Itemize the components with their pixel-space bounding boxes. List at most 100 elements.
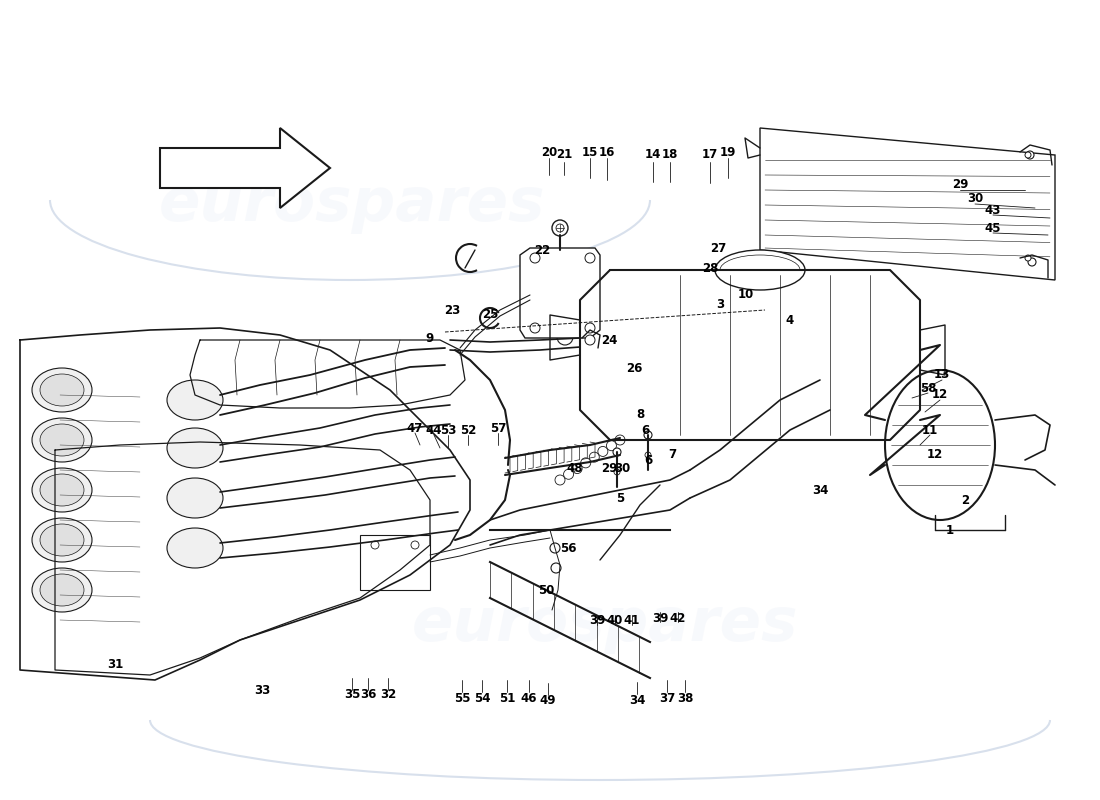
Text: 39: 39 (652, 611, 668, 625)
Text: 54: 54 (474, 691, 491, 705)
Text: eurospares: eurospares (411, 594, 799, 654)
Text: 1: 1 (946, 523, 954, 537)
Text: 56: 56 (560, 542, 576, 554)
Text: 12: 12 (932, 389, 948, 402)
Text: 11: 11 (922, 423, 938, 437)
Polygon shape (160, 128, 330, 208)
Circle shape (598, 446, 608, 457)
Polygon shape (360, 535, 430, 590)
Text: 15: 15 (582, 146, 598, 158)
Circle shape (550, 543, 560, 553)
Circle shape (585, 323, 595, 333)
Text: 26: 26 (626, 362, 642, 374)
Circle shape (606, 441, 616, 450)
Circle shape (556, 224, 564, 232)
Text: 20: 20 (541, 146, 557, 158)
Text: 57: 57 (490, 422, 506, 434)
Text: 2: 2 (961, 494, 969, 506)
Polygon shape (760, 128, 1055, 280)
Circle shape (1025, 255, 1031, 261)
Circle shape (556, 475, 565, 485)
Ellipse shape (40, 524, 84, 556)
Ellipse shape (167, 380, 223, 420)
Text: 12: 12 (927, 449, 943, 462)
Text: 27: 27 (710, 242, 726, 254)
Circle shape (613, 448, 621, 456)
Text: 48: 48 (566, 462, 583, 474)
Circle shape (551, 563, 561, 573)
Text: 19: 19 (719, 146, 736, 158)
Text: 30: 30 (967, 191, 983, 205)
Text: 29: 29 (601, 462, 617, 474)
Text: 6: 6 (641, 423, 649, 437)
Ellipse shape (40, 424, 84, 456)
Text: 45: 45 (984, 222, 1001, 234)
Text: 50: 50 (538, 583, 554, 597)
Ellipse shape (715, 250, 805, 290)
Text: 7: 7 (668, 449, 676, 462)
Text: 18: 18 (662, 149, 679, 162)
Text: 44: 44 (426, 423, 442, 437)
Text: 14: 14 (645, 149, 661, 162)
Polygon shape (520, 248, 600, 338)
Text: 28: 28 (702, 262, 718, 274)
Text: 53: 53 (440, 423, 456, 437)
Circle shape (581, 458, 591, 468)
Circle shape (411, 541, 419, 549)
Text: 52: 52 (460, 423, 476, 437)
Text: 33: 33 (254, 683, 271, 697)
Text: 30: 30 (614, 462, 630, 474)
Text: 22: 22 (534, 243, 550, 257)
Text: 6: 6 (644, 454, 652, 466)
Text: 46: 46 (520, 691, 537, 705)
Ellipse shape (32, 568, 92, 612)
Text: 58: 58 (920, 382, 936, 394)
Text: 24: 24 (601, 334, 617, 346)
Circle shape (552, 220, 568, 236)
Ellipse shape (32, 468, 92, 512)
Text: 23: 23 (444, 303, 460, 317)
Circle shape (645, 452, 651, 458)
Text: 39: 39 (588, 614, 605, 626)
Ellipse shape (32, 418, 92, 462)
Circle shape (590, 452, 600, 462)
Ellipse shape (40, 574, 84, 606)
Text: 25: 25 (482, 309, 498, 322)
Text: 4: 4 (785, 314, 794, 326)
Text: 43: 43 (984, 203, 1001, 217)
Circle shape (530, 253, 540, 263)
Circle shape (557, 329, 573, 345)
Text: 41: 41 (624, 614, 640, 626)
Circle shape (371, 541, 380, 549)
Text: 34: 34 (812, 483, 828, 497)
Text: 40: 40 (607, 614, 624, 626)
Circle shape (1025, 152, 1031, 158)
Text: 8: 8 (636, 409, 645, 422)
Circle shape (585, 253, 595, 263)
Text: 29: 29 (952, 178, 968, 191)
Ellipse shape (32, 368, 92, 412)
Ellipse shape (167, 478, 223, 518)
Circle shape (1026, 151, 1034, 159)
Ellipse shape (40, 474, 84, 506)
Text: 17: 17 (702, 149, 718, 162)
Ellipse shape (886, 370, 996, 520)
Circle shape (572, 463, 582, 474)
Circle shape (563, 470, 573, 479)
Ellipse shape (40, 374, 84, 406)
Text: 55: 55 (453, 691, 471, 705)
Text: 21: 21 (556, 149, 572, 162)
Text: 51: 51 (498, 691, 515, 705)
Text: 31: 31 (107, 658, 123, 671)
Circle shape (530, 323, 540, 333)
Text: 9: 9 (426, 331, 434, 345)
Text: 16: 16 (598, 146, 615, 158)
Circle shape (614, 469, 620, 475)
Text: 49: 49 (540, 694, 557, 706)
Circle shape (615, 435, 625, 445)
Text: 47: 47 (407, 422, 424, 434)
Text: 3: 3 (716, 298, 724, 311)
Text: 34: 34 (629, 694, 646, 706)
Circle shape (1028, 258, 1036, 266)
Ellipse shape (167, 428, 223, 468)
